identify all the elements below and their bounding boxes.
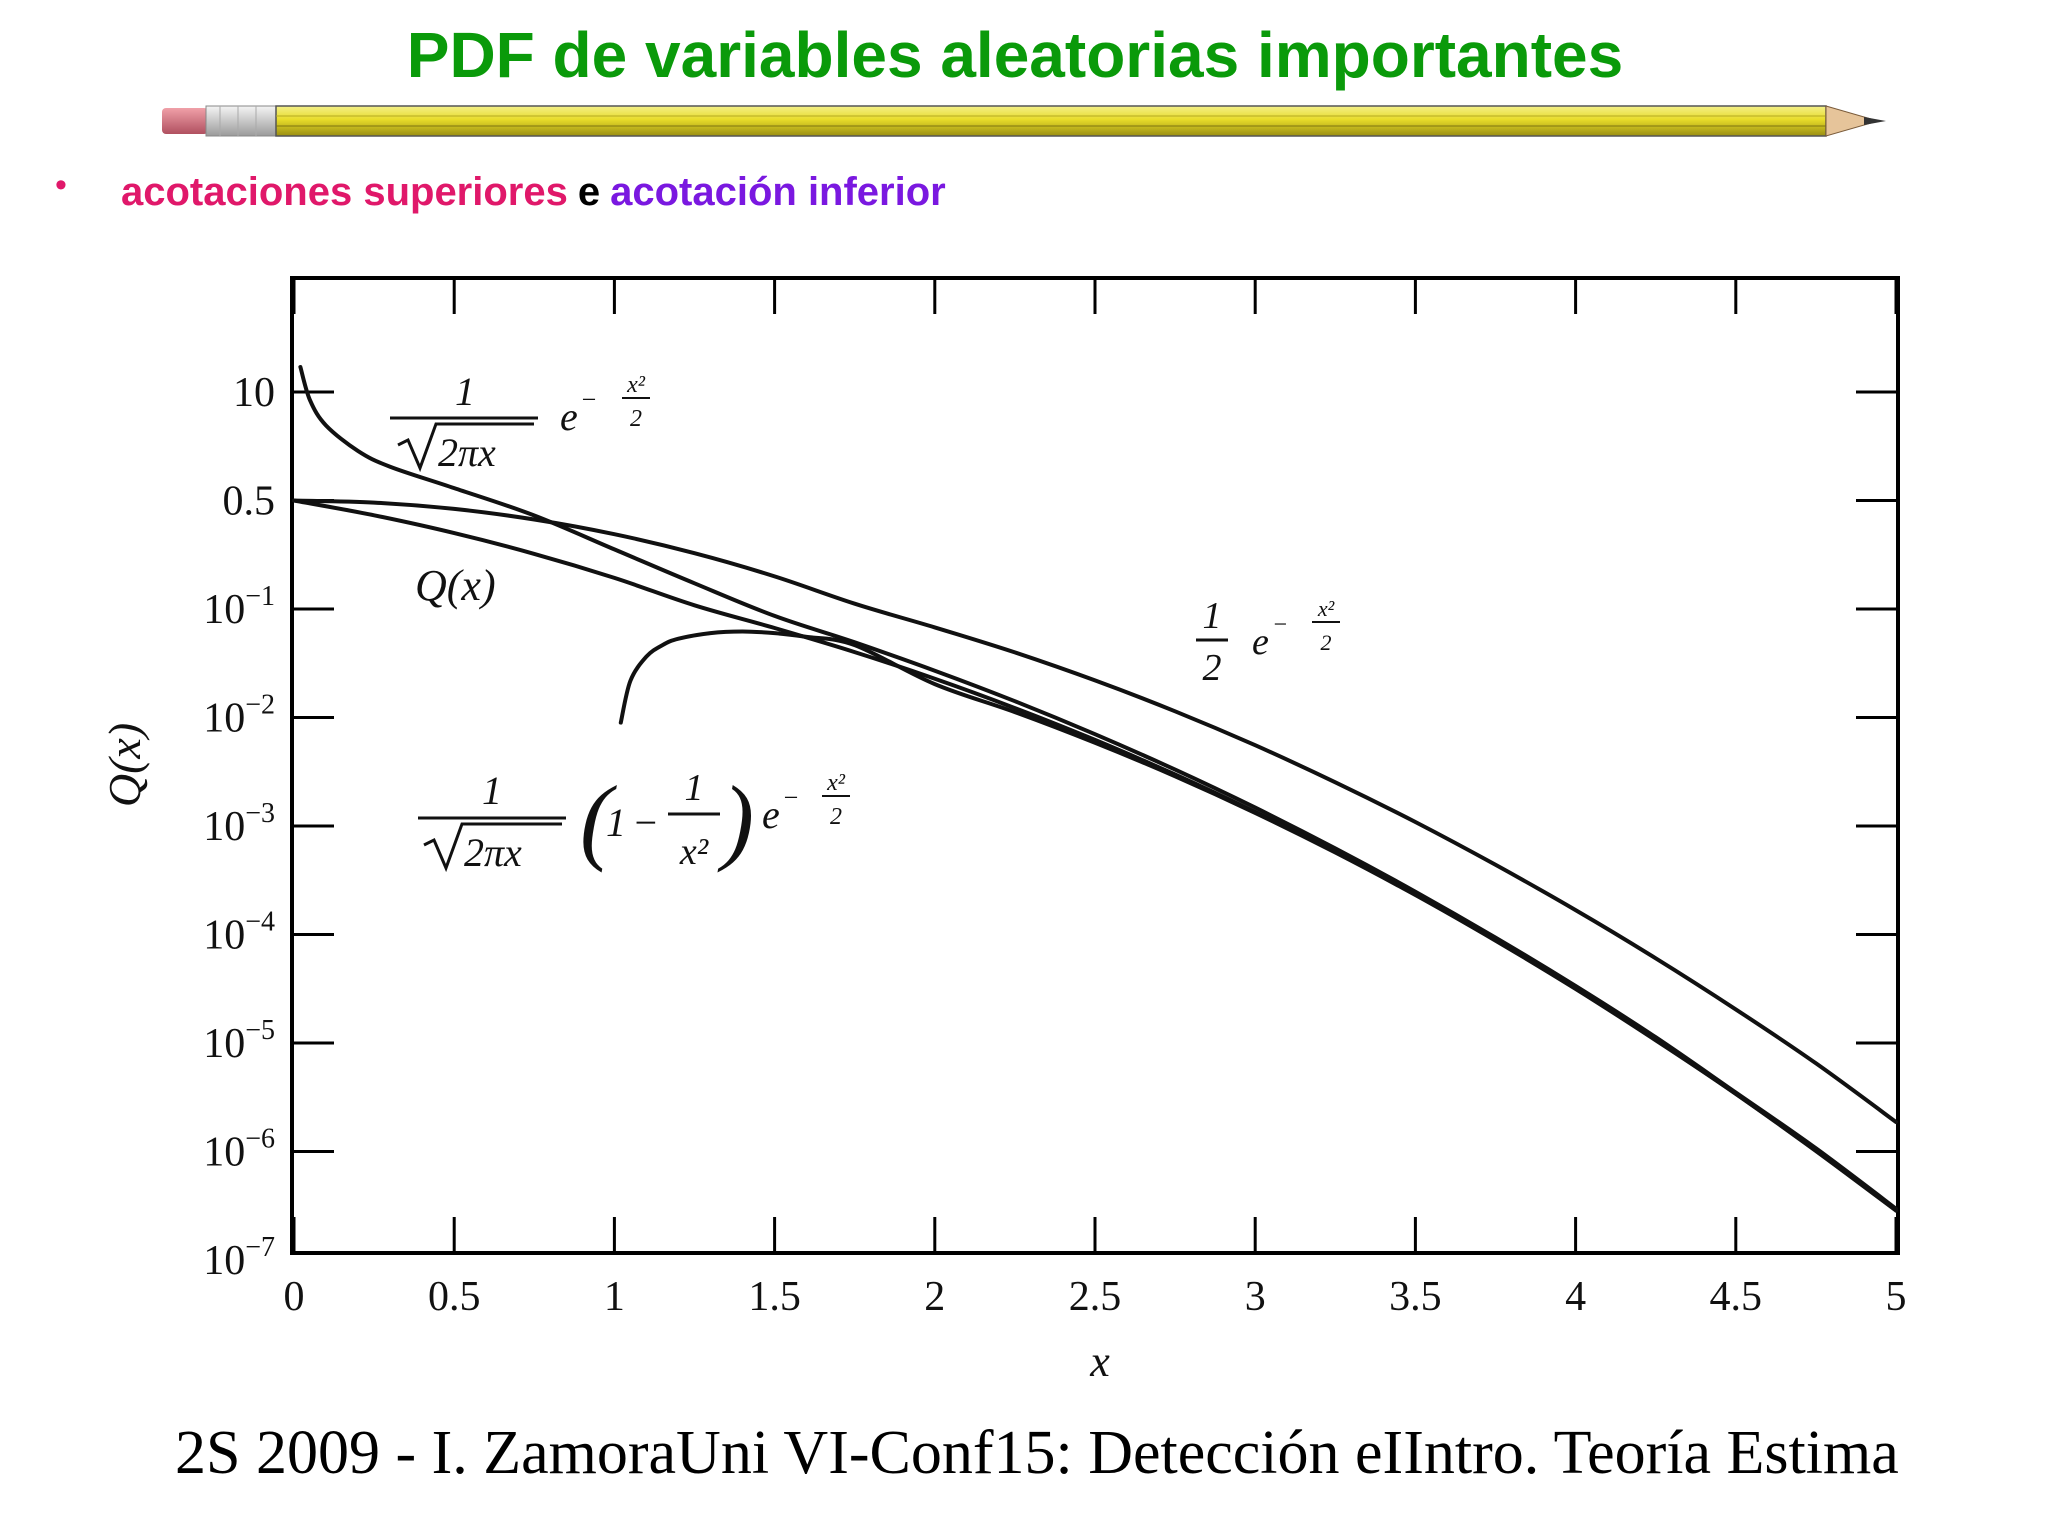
svg-text:(: (: [580, 766, 617, 873]
x-tick-label: 3: [1245, 1274, 1266, 1320]
svg-text:1: 1: [606, 800, 626, 845]
svg-text:−: −: [782, 783, 800, 812]
upper-bound-1-label: 1 2πx e − x² 2: [390, 369, 650, 475]
svg-text:1: 1: [455, 369, 475, 414]
svg-text:e: e: [762, 792, 780, 837]
svg-text:2: 2: [830, 804, 842, 830]
y-tick-label: 0.5: [223, 479, 276, 525]
series-line-3: [292, 498, 1898, 1124]
plot-frame: [290, 276, 1900, 1255]
slide-footer: 2S 2009 - I. ZamoraUni VI-Conf15: Detecc…: [175, 1419, 1899, 1487]
curves: [292, 365, 1898, 1213]
x-tick-label: 5: [1886, 1274, 1907, 1320]
svg-text:1: 1: [1203, 595, 1222, 637]
y-tick-label: 10−6: [203, 1124, 275, 1176]
svg-text:1: 1: [482, 768, 502, 813]
x-tick-label: 4.5: [1710, 1274, 1763, 1320]
y-tick-label: 10−3: [203, 798, 275, 850]
series-line-4: [618, 629, 1898, 1213]
svg-text:x²: x²: [826, 770, 846, 796]
svg-text:e: e: [560, 394, 578, 439]
x-tick-label: 0.5: [428, 1274, 481, 1320]
x-tick-label: 4: [1565, 1274, 1586, 1320]
x-tick-labels: 0 0.5 1 1.5 2 2.5 3 3.5 4 4.5 5: [284, 1274, 1907, 1320]
series-line-1: [292, 498, 1898, 1213]
svg-text:2: 2: [1321, 630, 1332, 655]
lower-bound-label: 1 2πx ( 1 − 1 x² ) e − x² 2: [418, 766, 850, 875]
svg-text:x²: x²: [679, 831, 709, 873]
x-axis-label: x: [1089, 1337, 1110, 1386]
q-curve-label: Q(x): [415, 561, 496, 610]
sqrt-icon: [397, 422, 534, 473]
x-tick-label: 2: [924, 1274, 945, 1320]
y-tick-label: 10−1: [203, 581, 275, 633]
lower-bound-text: acotación inferior: [610, 170, 946, 214]
x-tick-label: 1.5: [748, 1274, 801, 1320]
svg-text:2πx: 2πx: [464, 830, 522, 875]
svg-text:2: 2: [630, 406, 642, 432]
bullet-dot-icon: •: [55, 166, 67, 204]
svg-text:x²: x²: [626, 372, 646, 398]
svg-text:1: 1: [685, 767, 704, 809]
conjunction-text: e: [577, 170, 601, 214]
x-tick-label: 2.5: [1069, 1274, 1122, 1320]
y-tick-label: 10−7: [203, 1232, 275, 1284]
series-line-2: [298, 365, 1898, 1211]
y-tick-label: 10: [233, 370, 275, 416]
y-axis-label: Q(x): [99, 723, 150, 807]
x-tick-label: 0: [284, 1274, 305, 1320]
y-tick-label: 10−2: [203, 690, 275, 742]
upper-bound-2-label: 1 2 e − x² 2: [1196, 595, 1340, 689]
upper-bounds-text: acotaciones superiores: [121, 170, 568, 214]
svg-text:−: −: [580, 385, 598, 414]
slide-title: PDF de variables aleatorias importantes: [406, 19, 1624, 91]
svg-text:x²: x²: [1317, 596, 1335, 621]
x-tick-label: 3.5: [1389, 1274, 1442, 1320]
svg-text:e: e: [1252, 621, 1269, 663]
q-function-chart: 0 0.5 1 1.5 2 2.5 3 3.5 4 4.5 5 100.510−110−210−31…: [99, 276, 1907, 1386]
svg-text:−: −: [632, 800, 659, 845]
x-tick-label: 1: [604, 1274, 625, 1320]
y-tick-label: 10−5: [203, 1015, 275, 1067]
sqrt-icon: [423, 822, 562, 873]
tick-marks: [292, 280, 1898, 1251]
svg-text:−: −: [1272, 612, 1288, 638]
pencil-divider-icon: [162, 105, 1886, 137]
svg-text:2: 2: [1203, 647, 1222, 689]
svg-text:2πx: 2πx: [438, 430, 496, 475]
y-tick-label: 10−4: [203, 907, 275, 959]
svg-text:): ): [717, 766, 754, 873]
y-tick-labels: 10 0.5 10−1 10−2 10−3 10−4 10−5 10−6 10−7: [203, 370, 275, 1284]
